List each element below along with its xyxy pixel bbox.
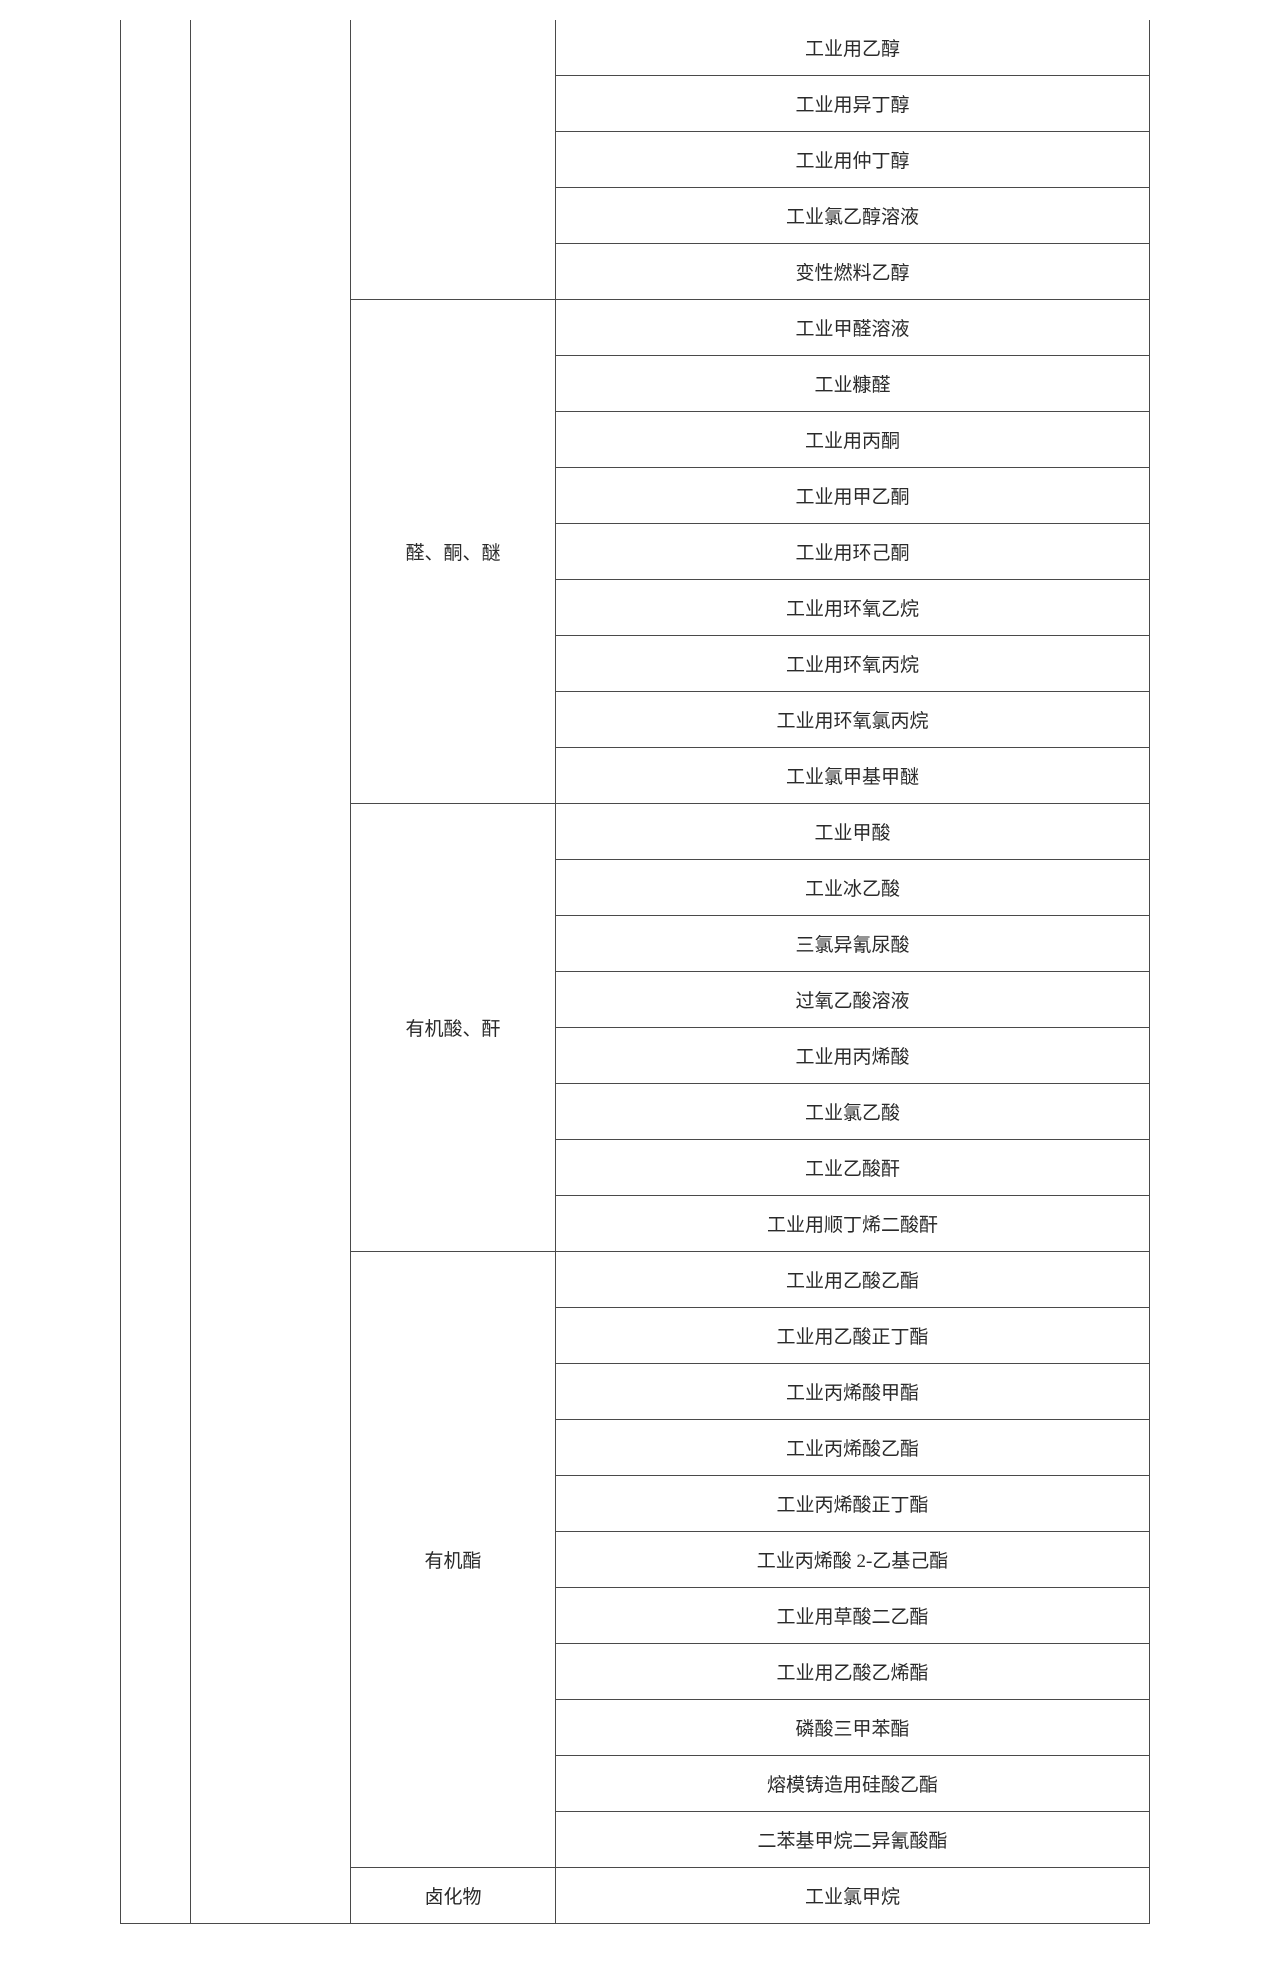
item-cell: 工业冰乙酸 bbox=[556, 860, 1150, 916]
category-cell: 有机酯 bbox=[351, 1252, 556, 1868]
item-cell: 工业甲酸 bbox=[556, 804, 1150, 860]
item-cell: 工业丙烯酸 2-乙基己酯 bbox=[556, 1532, 1150, 1588]
item-cell: 熔模铸造用硅酸乙酯 bbox=[556, 1756, 1150, 1812]
category-cell: 醛、酮、醚 bbox=[351, 300, 556, 804]
item-cell: 工业用环己酮 bbox=[556, 524, 1150, 580]
category-cell: 有机酸、酐 bbox=[351, 804, 556, 1252]
item-cell: 二苯基甲烷二异氰酸酯 bbox=[556, 1812, 1150, 1868]
item-cell: 工业氯甲烷 bbox=[556, 1868, 1150, 1924]
item-cell: 工业用环氧氯丙烷 bbox=[556, 692, 1150, 748]
item-cell: 工业氯乙醇溶液 bbox=[556, 188, 1150, 244]
item-cell: 工业丙烯酸正丁酯 bbox=[556, 1476, 1150, 1532]
item-cell: 工业用仲丁醇 bbox=[556, 132, 1150, 188]
item-cell: 工业用丙酮 bbox=[556, 412, 1150, 468]
item-cell: 工业用乙酸正丁酯 bbox=[556, 1308, 1150, 1364]
item-cell: 工业用丙烯酸 bbox=[556, 1028, 1150, 1084]
item-cell: 磷酸三甲苯酯 bbox=[556, 1700, 1150, 1756]
item-cell: 工业乙酸酐 bbox=[556, 1140, 1150, 1196]
item-cell: 工业氯乙酸 bbox=[556, 1084, 1150, 1140]
item-cell: 变性燃料乙醇 bbox=[556, 244, 1150, 300]
item-cell: 工业甲醛溶液 bbox=[556, 300, 1150, 356]
item-cell: 工业用异丁醇 bbox=[556, 76, 1150, 132]
col-a-cell bbox=[121, 20, 191, 1924]
item-cell: 工业用环氧乙烷 bbox=[556, 580, 1150, 636]
item-cell: 三氯异氰尿酸 bbox=[556, 916, 1150, 972]
item-cell: 工业用乙醇 bbox=[556, 20, 1150, 76]
item-cell: 工业糠醛 bbox=[556, 356, 1150, 412]
item-cell: 工业用乙酸乙酯 bbox=[556, 1252, 1150, 1308]
category-cell: 卤化物 bbox=[351, 1868, 556, 1924]
item-cell: 工业用乙酸乙烯酯 bbox=[556, 1644, 1150, 1700]
category-cell bbox=[351, 20, 556, 300]
item-cell: 工业丙烯酸甲酯 bbox=[556, 1364, 1150, 1420]
item-cell: 工业用顺丁烯二酸酐 bbox=[556, 1196, 1150, 1252]
page-container: 工业用乙醇工业用异丁醇工业用仲丁醇工业氯乙醇溶液变性燃料乙醇醛、酮、醚工业甲醛溶… bbox=[0, 0, 1280, 1974]
table-row: 工业用乙醇 bbox=[121, 20, 1150, 76]
item-cell: 过氧乙酸溶液 bbox=[556, 972, 1150, 1028]
item-cell: 工业丙烯酸乙酯 bbox=[556, 1420, 1150, 1476]
chemical-classification-table: 工业用乙醇工业用异丁醇工业用仲丁醇工业氯乙醇溶液变性燃料乙醇醛、酮、醚工业甲醛溶… bbox=[120, 20, 1150, 1924]
item-cell: 工业用草酸二乙酯 bbox=[556, 1588, 1150, 1644]
col-b-cell bbox=[191, 20, 351, 1924]
item-cell: 工业用环氧丙烷 bbox=[556, 636, 1150, 692]
item-cell: 工业用甲乙酮 bbox=[556, 468, 1150, 524]
item-cell: 工业氯甲基甲醚 bbox=[556, 748, 1150, 804]
